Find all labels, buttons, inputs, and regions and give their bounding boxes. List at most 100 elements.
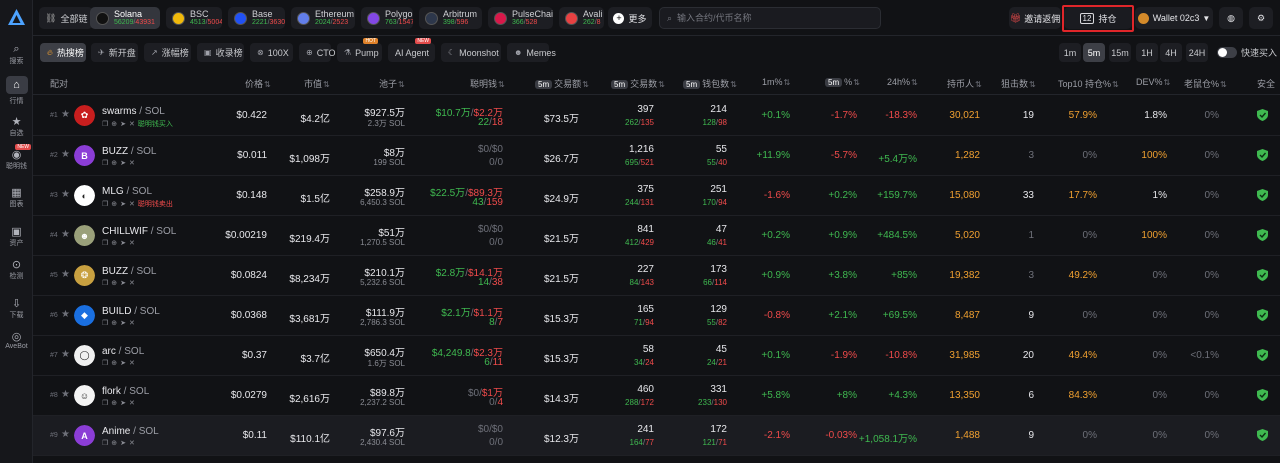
timeframe-24h[interactable]: 24H	[1186, 43, 1208, 62]
timeframe-15m[interactable]: 15m	[1109, 43, 1131, 62]
x-icon[interactable]: ✕	[129, 280, 135, 287]
shield-icon[interactable]	[1257, 389, 1268, 404]
web-icon[interactable]: ⊕	[111, 320, 118, 327]
x-icon[interactable]: ✕	[129, 121, 135, 128]
telegram-icon[interactable]: ➤	[120, 360, 127, 367]
table-row[interactable]: #9 ★ A Anime / SOL ❐ ⊕ ➤ ✕ $0.11 $110.1亿 $97.6万 2,4…	[33, 416, 1280, 456]
filter-tab-1[interactable]: ✈ 新开盘	[91, 43, 138, 62]
telegram-icon[interactable]: ➤	[120, 280, 127, 287]
col-1m[interactable]: 1m%⇅	[762, 77, 790, 87]
x-icon[interactable]: ✕	[129, 160, 135, 167]
telegram-icon[interactable]: ➤	[120, 201, 127, 208]
token-name[interactable]: flork / SOL	[102, 386, 149, 397]
telegram-icon[interactable]: ➤	[120, 121, 127, 128]
table-row[interactable]: #1 ★ ✿ swarms / SOL ❐ ⊕ ➤ ✕ 聪明钱买入 $0.422 $4.2亿 $927…	[33, 96, 1280, 136]
token-name[interactable]: swarms / SOL	[102, 106, 165, 117]
token-name[interactable]: arc / SOL	[102, 346, 144, 357]
col-price[interactable]: 价格⇅	[245, 77, 271, 90]
sidebar-item-download[interactable]: ⇩ 下载	[0, 297, 33, 320]
col-24h[interactable]: 24h%⇅	[887, 77, 918, 87]
copy-icon[interactable]: ❐	[102, 280, 109, 287]
filter-tab-6[interactable]: ⚗ Pump HOT	[337, 38, 382, 62]
col-wallets[interactable]: 5m 钱包数⇅	[683, 77, 737, 90]
shield-icon[interactable]	[1257, 149, 1268, 164]
table-row[interactable]: #5 ★ ❂ BUZZ / SOL ❐ ⊕ ➤ ✕ $0.0824 $8,234万 $210.1万 5…	[33, 256, 1280, 296]
col-dev[interactable]: DEV%⇅	[1136, 77, 1170, 87]
copy-icon[interactable]: ❐	[102, 121, 109, 128]
star-icon[interactable]: ★	[61, 309, 70, 320]
web-icon[interactable]: ⊕	[111, 280, 118, 287]
x-icon[interactable]: ✕	[129, 320, 135, 327]
chain-chip-avali[interactable]: Avali 262/8	[559, 7, 604, 29]
web-icon[interactable]: ⊕	[111, 400, 118, 407]
token-name[interactable]: MLG / SOL	[102, 186, 152, 197]
token-name[interactable]: CHILLWIF / SOL	[102, 226, 176, 237]
col-5m[interactable]: 5m %⇅	[825, 77, 860, 87]
shield-icon[interactable]	[1257, 349, 1268, 364]
col-volume[interactable]: 5m 交易额⇅	[535, 77, 589, 90]
telegram-icon[interactable]: ➤	[120, 240, 127, 247]
star-icon[interactable]: ★	[61, 349, 70, 360]
wallet-button[interactable]: Wallet 02c3 ▼	[1135, 7, 1213, 29]
col-holders[interactable]: 持币人⇅	[947, 77, 982, 90]
x-icon[interactable]: ✕	[129, 400, 135, 407]
x-icon[interactable]: ✕	[129, 201, 135, 208]
sidebar-item-smart-money[interactable]: ◉ 聪明钱 NEW	[0, 144, 33, 171]
sidebar-item-bot[interactable]: ◎ AveBot	[0, 330, 33, 350]
sidebar-item-star[interactable]: ★ 自选	[0, 115, 33, 138]
star-icon[interactable]: ★	[61, 109, 70, 120]
shield-icon[interactable]	[1257, 189, 1268, 204]
timeframe-1m[interactable]: 1m	[1059, 43, 1081, 62]
col-snipers[interactable]: 狙击数⇅	[1001, 77, 1036, 90]
col-smart[interactable]: 聪明钱⇅	[470, 77, 505, 90]
sidebar-item-detect[interactable]: ⊙ 检测	[0, 258, 33, 281]
settings-button[interactable]: ⚙	[1249, 7, 1273, 29]
copy-icon[interactable]: ❐	[102, 320, 109, 327]
filter-tab-3[interactable]: ▣ 收录榜	[197, 43, 244, 62]
chain-chip-arbitrum[interactable]: Arbitrum 398/596	[419, 7, 482, 29]
col-old[interactable]: 老鼠仓%⇅	[1184, 77, 1227, 90]
copy-icon[interactable]: ❐	[102, 400, 109, 407]
star-icon[interactable]: ★	[61, 429, 70, 440]
logo-icon[interactable]	[6, 7, 27, 28]
star-icon[interactable]: ★	[61, 269, 70, 280]
chain-chip-base[interactable]: Base 2221/3630	[228, 7, 285, 29]
filter-tab-9[interactable]: ☻ Memes	[507, 43, 556, 62]
web-icon[interactable]: ⊕	[111, 201, 118, 208]
star-icon[interactable]: ★	[61, 229, 70, 240]
filter-tab-5[interactable]: ⊕ CTO	[299, 43, 336, 62]
telegram-icon[interactable]: ➤	[120, 320, 127, 327]
telegram-icon[interactable]: ➤	[120, 440, 127, 447]
timeframe-4h[interactable]: 4H	[1160, 43, 1182, 62]
table-row[interactable]: #2 ★ B BUZZ / SOL ❐ ⊕ ➤ ✕ $0.011 $1,098万 $8万 199 SO…	[33, 136, 1280, 176]
web-icon[interactable]: ⊕	[111, 160, 118, 167]
sidebar-item-market[interactable]: ⌂ 行情	[0, 76, 33, 106]
star-icon[interactable]: ★	[61, 149, 70, 160]
filter-tab-4[interactable]: ⊗ 100X	[250, 43, 293, 62]
star-icon[interactable]: ★	[61, 389, 70, 400]
chain-chip-pulsechain[interactable]: PulseChain366/528	[488, 7, 553, 29]
web-icon[interactable]: ⊕	[111, 440, 118, 447]
web-icon[interactable]: ⊕	[111, 360, 118, 367]
copy-icon[interactable]: ❐	[102, 240, 109, 247]
token-name[interactable]: Anime / SOL	[102, 426, 159, 437]
shield-icon[interactable]	[1257, 269, 1268, 284]
all-chains-button[interactable]: ⛓ 全部链	[39, 7, 94, 29]
col-top10[interactable]: Top10 持仓%⇅	[1058, 77, 1119, 90]
telegram-icon[interactable]: ➤	[120, 160, 127, 167]
token-name[interactable]: BUZZ / SOL	[102, 266, 156, 277]
filter-tab-7[interactable]: AI Agent NEW	[388, 38, 435, 62]
timeframe-5m[interactable]: 5m	[1083, 43, 1105, 62]
copy-icon[interactable]: ❐	[102, 201, 109, 208]
shield-icon[interactable]	[1257, 429, 1268, 444]
col-mcap[interactable]: 市值⇅	[304, 77, 330, 90]
chain-chip-ethereum[interactable]: Ethereum 2024/2523	[291, 7, 355, 29]
shield-icon[interactable]	[1257, 309, 1268, 324]
col-txs[interactable]: 5m 交易数⇅	[611, 77, 665, 90]
filter-tab-0[interactable]: 🔥︎ 热搜榜	[40, 43, 86, 62]
col-pair[interactable]: 配对	[50, 79, 69, 89]
filter-tab-2[interactable]: ↗ 涨幅榜	[144, 43, 191, 62]
star-icon[interactable]: ★	[61, 189, 70, 200]
token-name[interactable]: BUZZ / SOL	[102, 146, 156, 157]
chain-chip-solana[interactable]: Solana 56209/43931	[90, 7, 160, 29]
